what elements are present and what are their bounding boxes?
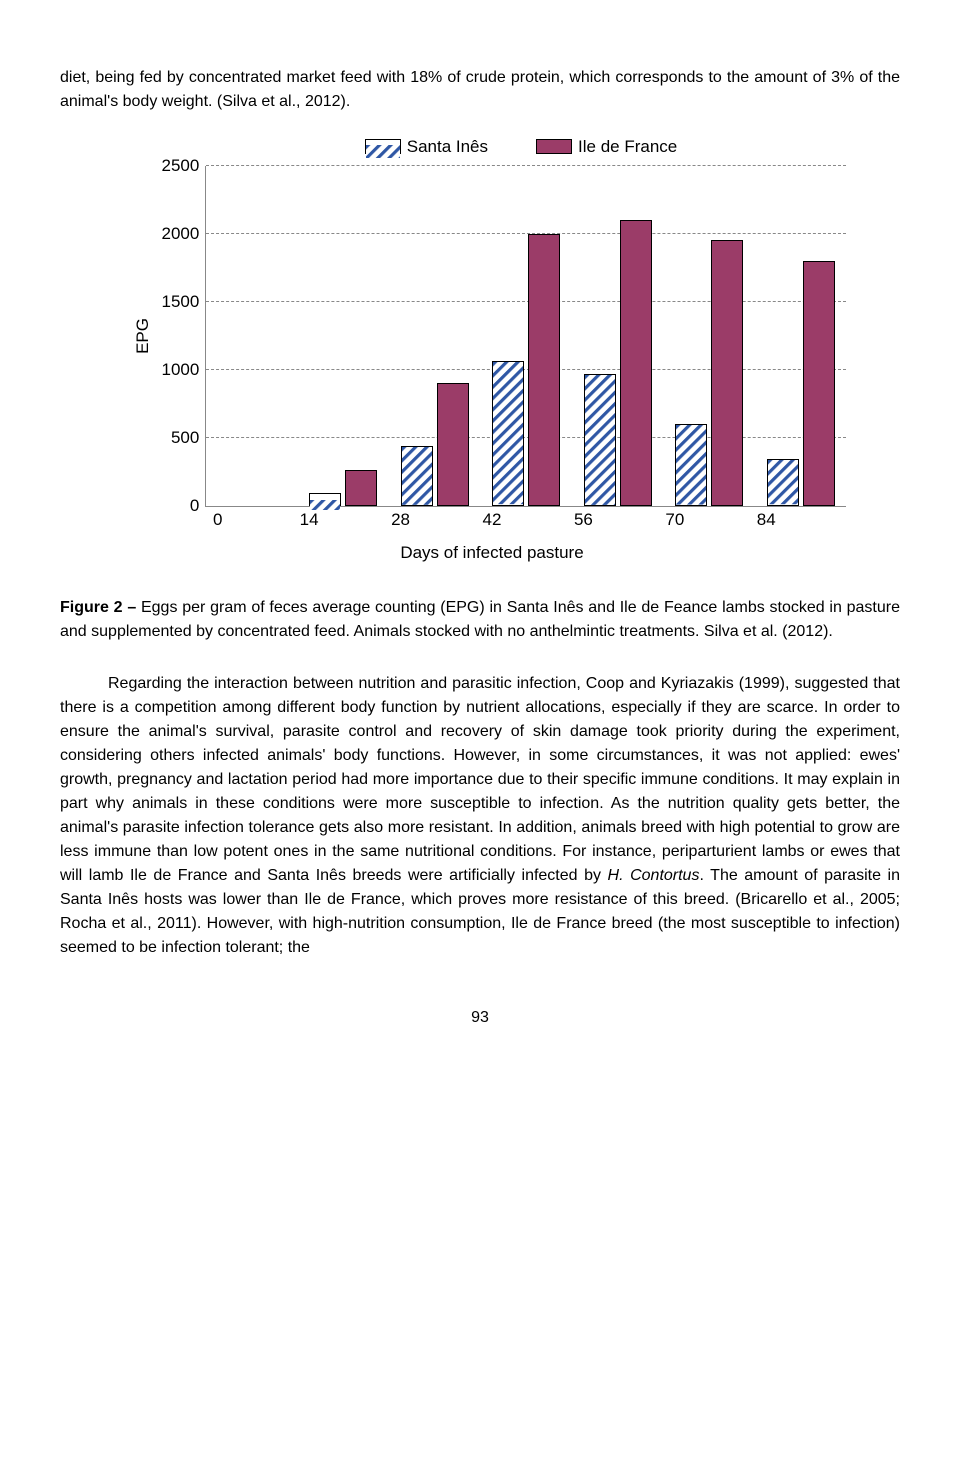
legend-swatch-ile-de-france [536, 139, 572, 154]
intro-paragraph: diet, being fed by concentrated market f… [60, 66, 900, 114]
xtick-label: 14 [263, 507, 354, 533]
bar-ile-de-france [711, 240, 743, 505]
bar-ile-de-france [528, 234, 560, 506]
xtick-label: 28 [355, 507, 446, 533]
epg-chart: Santa Inês Ile de France EPG 25002000150… [130, 134, 870, 566]
xtick-label: 70 [629, 507, 720, 533]
bar-santa-ines [401, 446, 433, 506]
xtick-label: 84 [721, 507, 812, 533]
bar-santa-ines [767, 459, 799, 505]
bar-group [584, 220, 652, 506]
bar-group [675, 240, 743, 505]
bar-santa-ines [492, 361, 524, 505]
bar-ile-de-france [803, 261, 835, 506]
caption-prefix: Figure 2 – [60, 599, 141, 616]
bar-santa-ines [584, 374, 616, 506]
bar-ile-de-france [437, 383, 469, 505]
legend-item-series2: Ile de France [536, 134, 677, 160]
chart-ylabel: EPG [130, 318, 156, 354]
bar-group [401, 383, 469, 505]
legend-label-series2: Ile de France [578, 134, 677, 160]
bar-group [767, 261, 835, 506]
bar-group [309, 470, 377, 505]
bar-ile-de-france [345, 470, 377, 505]
chart-legend: Santa Inês Ile de France [172, 134, 870, 160]
xtick-label: 0 [172, 507, 263, 533]
bar-santa-ines [675, 424, 707, 506]
legend-item-series1: Santa Inês [365, 134, 488, 160]
chart-yticks: 25002000150010005000 [162, 166, 206, 506]
caption-body: Eggs per gram of feces average counting … [60, 599, 900, 640]
xtick-label: 42 [446, 507, 537, 533]
legend-swatch-santa-ines [365, 139, 401, 154]
legend-label-series1: Santa Inês [407, 134, 488, 160]
chart-xlabel: Days of infected pasture [172, 540, 812, 566]
body-paragraph: Regarding the interaction between nutrit… [60, 672, 900, 960]
chart-plot-area [205, 166, 846, 507]
xtick-label: 56 [538, 507, 629, 533]
bar-ile-de-france [620, 220, 652, 506]
figure-caption: Figure 2 – Eggs per gram of feces averag… [60, 596, 900, 644]
bar-group [492, 234, 560, 506]
body-part-a: Regarding the interaction between nutrit… [60, 675, 900, 884]
gridline [206, 165, 846, 166]
page-number: 93 [60, 1006, 900, 1030]
body-italic-species: H. Contortus [608, 867, 700, 884]
bar-santa-ines [309, 493, 341, 505]
chart-xticks: 0142842567084 [172, 507, 812, 533]
